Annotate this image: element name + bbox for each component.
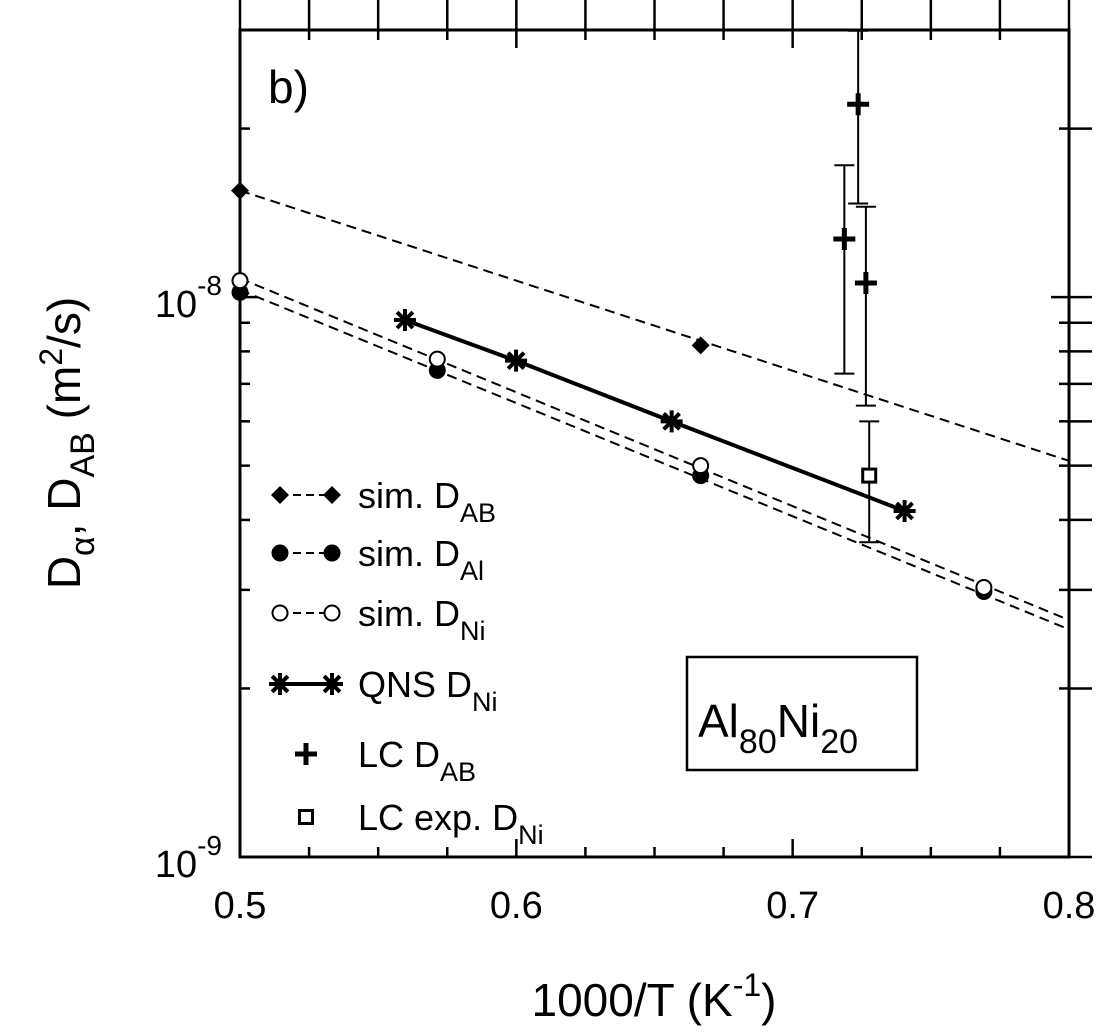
- y-tick-label: 10-8: [155, 270, 222, 326]
- legend-item-sim-dni: sim. DNi: [271, 593, 486, 646]
- y-tick-label-base: 10: [155, 284, 197, 326]
- legend-label: sim. DAB: [358, 475, 496, 528]
- y-axis-title-tail: /s): [38, 297, 90, 348]
- tick-marks: [238, 0, 1092, 859]
- inset-label-ni: Ni: [777, 695, 820, 747]
- inset-label-ni-sub: 20: [820, 723, 858, 761]
- legend-label-main: sim. D: [358, 475, 460, 516]
- data-marks: [231, 29, 993, 600]
- x-axis-title-main: 1000/T (K: [532, 974, 733, 1026]
- error-bar: [834, 164, 855, 375]
- qns-dni-line: [404, 318, 906, 513]
- sim-dal-point: [231, 283, 249, 301]
- legend-label-sub: Ni: [518, 820, 544, 850]
- legend-label-main: LC D: [358, 734, 440, 775]
- qns-dni-point: [393, 309, 416, 332]
- legend-label-main: LC exp. D: [358, 797, 518, 838]
- x-tick-label: 0.7: [766, 885, 819, 927]
- inset-label-frame: [685, 655, 919, 772]
- tick-labels: 0.5 0.6 0.7 0.810-910-8: [155, 270, 1096, 927]
- x-axis-title-sup: -1: [733, 967, 761, 1003]
- legend-label-sub: Ni: [460, 616, 486, 646]
- x-axis-title-tail: ): [761, 974, 776, 1026]
- legend-label-sub: AB: [460, 498, 496, 528]
- error-bar: [855, 205, 876, 407]
- sim-dni-point: [975, 578, 993, 596]
- legend-marker: [271, 544, 289, 562]
- legend-marker: [321, 673, 343, 695]
- inset-label-al: Al: [698, 695, 739, 747]
- panel-label: b): [268, 61, 309, 113]
- inset-label-al-sub: 80: [739, 723, 777, 761]
- sim-dni-point: [231, 272, 249, 290]
- legend-label-main: QNS D: [358, 664, 472, 705]
- legend-marker: [298, 809, 314, 825]
- inset-label: Al80Ni20: [698, 695, 858, 761]
- legend-label-sub: AB: [440, 757, 476, 787]
- legend-marker: [323, 544, 341, 562]
- y-axis-title-sup: 2: [33, 348, 69, 366]
- qns-dni-point: [505, 349, 528, 372]
- legend-label-main: sim. D: [358, 533, 460, 574]
- error-bar: [848, 29, 869, 205]
- x-tick-label: 0.8: [1043, 885, 1096, 927]
- legend-item-lc-dab: LC DAB: [295, 734, 476, 787]
- legend-marker: [269, 673, 291, 695]
- lc-dab-point: [847, 93, 870, 116]
- fit-line-sim-dab: [239, 189, 1070, 462]
- legend-label: sim. DNi: [358, 593, 486, 646]
- legend-label-main: sim. D: [358, 593, 460, 634]
- legend-item-sim-dab: sim. DAB: [271, 475, 496, 528]
- fit-line-sim-dal: [239, 289, 1070, 631]
- legend-marker: [323, 604, 341, 622]
- x-tick-label: 0.5: [214, 885, 267, 927]
- x-tick-label: 0.6: [490, 885, 543, 927]
- y-axis-title-d: D: [38, 556, 90, 589]
- legend-marker: [271, 486, 289, 504]
- legend-item-qns-dni: QNS DNi: [269, 664, 498, 717]
- legend-label-sub: Ni: [472, 687, 498, 717]
- y-axis-title-dab: , D: [38, 478, 90, 537]
- y-axis-title: Dα, DAB (m2/s): [33, 297, 102, 589]
- fit-lines: [239, 189, 1070, 631]
- legend-marker: [295, 743, 317, 765]
- inset-label-box: Al80Ni20: [685, 655, 919, 772]
- legend-label-sub: Al: [460, 556, 484, 586]
- legend-label: LC DAB: [358, 734, 476, 787]
- sim-dni-point: [428, 350, 446, 368]
- fit-line-sim-dni: [239, 277, 1070, 621]
- legend-label: LC exp. DNi: [358, 797, 544, 850]
- plot-frame: [238, 28, 1071, 859]
- legend-label: sim. DAl: [358, 533, 484, 586]
- y-axis-title-unit: (m: [38, 366, 90, 432]
- y-tick-label-exp: -9: [197, 830, 222, 861]
- legend-marker: [271, 604, 289, 622]
- y-axis-title-sub-ab: AB: [64, 432, 102, 477]
- qns-dni-point: [660, 410, 683, 433]
- sim-dab-point: [231, 181, 249, 200]
- legend-marker: [323, 486, 341, 504]
- sim-dni-point: [692, 457, 710, 475]
- y-axis-title-sub-alpha: α: [64, 536, 102, 556]
- qns-dni-point: [893, 499, 916, 522]
- lc-exp-dni-point: [861, 467, 878, 484]
- legend-item-lc-exp-dni: LC exp. DNi: [298, 797, 544, 850]
- lc-dab-point: [833, 228, 856, 251]
- y-tick-label: 10-9: [155, 830, 222, 886]
- lc-dab-point: [854, 271, 877, 294]
- y-tick-label-exp: -8: [197, 270, 222, 301]
- legend-item-sim-dal: sim. DAl: [271, 533, 484, 586]
- legend-label: QNS DNi: [358, 664, 498, 717]
- x-axis-title: 1000/T (K-1): [532, 967, 777, 1026]
- sim-dab-point: [691, 336, 710, 355]
- y-tick-label-base: 10: [155, 844, 197, 886]
